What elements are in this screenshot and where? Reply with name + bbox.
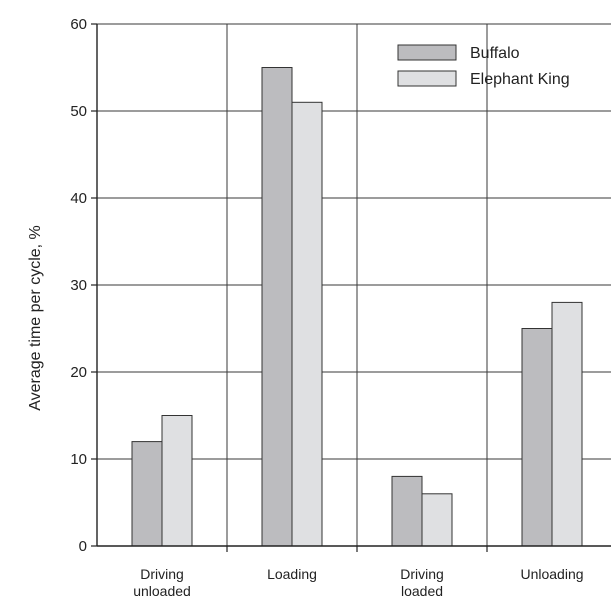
y-tick-label: 40 xyxy=(70,190,87,207)
bar-elephant-king xyxy=(551,301,583,547)
bar-elephant-king xyxy=(291,101,323,547)
y-tick-label: 30 xyxy=(70,277,87,294)
bar-buffalo xyxy=(131,441,163,547)
y-tick-label: 50 xyxy=(70,103,87,120)
bars xyxy=(131,67,583,547)
x-tick-label: Driving loaded xyxy=(400,566,444,599)
bar-elephant-king xyxy=(161,415,193,547)
y-tick-label: 60 xyxy=(70,16,87,33)
y-tick-label: 0 xyxy=(79,538,87,555)
bar-buffalo xyxy=(391,475,423,547)
grid-lines xyxy=(97,23,611,546)
y-tick-label: 10 xyxy=(70,451,87,468)
legend: Buffalo Elephant King xyxy=(397,44,570,88)
y-axis-label: Average time per cycle, % xyxy=(27,225,44,411)
bar-buffalo xyxy=(521,328,553,547)
x-tick-label: Driving unloaded xyxy=(133,566,191,599)
bar-buffalo xyxy=(261,67,293,547)
axes xyxy=(91,23,611,552)
x-tick-labels: Driving unloaded Loading Driving loaded Unloa… xyxy=(133,566,583,599)
x-tick-label: Unloading xyxy=(520,566,583,582)
legend-entry: Elephant King xyxy=(470,71,570,88)
legend-swatch xyxy=(397,44,457,61)
y-tick-labels: 0 10 20 30 40 50 60 xyxy=(70,16,87,555)
bar-elephant-king xyxy=(421,493,453,547)
legend-swatch xyxy=(397,70,457,87)
y-tick-label: 20 xyxy=(70,364,87,381)
legend-entry: Buffalo xyxy=(470,45,520,62)
x-tick-label: Loading xyxy=(267,566,317,582)
